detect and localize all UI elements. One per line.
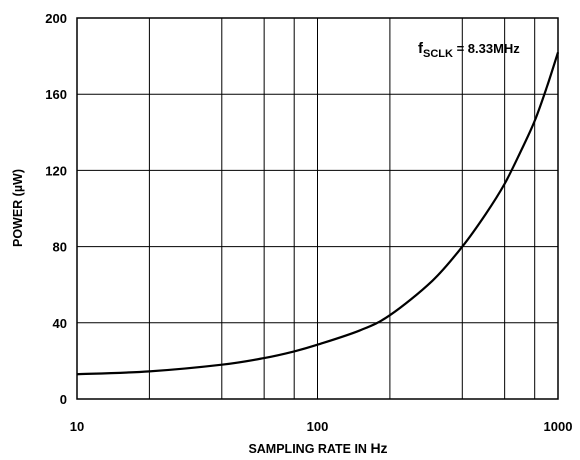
y-tick-label-0: 0	[60, 392, 67, 407]
y-tick-label-120: 120	[45, 163, 67, 178]
grid-layer	[77, 18, 558, 399]
y-tick-label-40: 40	[53, 316, 67, 331]
x-tick-label-100: 100	[307, 419, 329, 434]
x-axis-title: SAMPLING RATE IN Hz	[248, 440, 387, 456]
y-axis-title: POWER (µW)	[11, 169, 25, 247]
x-tick-label-10: 10	[70, 419, 84, 434]
y-tick-label-80: 80	[53, 240, 67, 255]
y-tick-label-160: 160	[45, 87, 67, 102]
tick-labels: 0 40 80 120 160 200 10 100 1000	[45, 11, 572, 434]
x-tick-label-1000: 1000	[544, 419, 573, 434]
fsclk-annotation: fSCLK = 8.33MHz	[418, 40, 520, 60]
y-tick-label-200: 200	[45, 11, 67, 26]
plot-frame	[76, 17, 559, 400]
power-curve	[76, 51, 560, 376]
